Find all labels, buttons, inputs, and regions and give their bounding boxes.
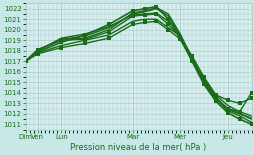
- X-axis label: Pression niveau de la mer( hPa ): Pression niveau de la mer( hPa ): [70, 143, 206, 152]
